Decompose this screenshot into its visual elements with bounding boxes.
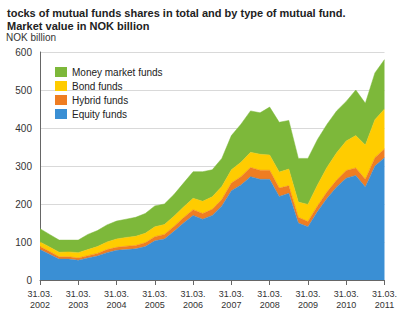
- svg-text:200: 200: [15, 199, 32, 210]
- svg-text:2010: 2010: [336, 300, 356, 310]
- svg-text:2006: 2006: [183, 300, 203, 310]
- svg-text:2008: 2008: [260, 300, 280, 310]
- svg-text:tocks of mutual funds shares i: tocks of mutual funds shares in total an…: [7, 7, 346, 19]
- svg-text:Market value in NOK billion: Market value in NOK billion: [7, 20, 150, 32]
- svg-text:100: 100: [15, 237, 32, 248]
- svg-text:Bond funds: Bond funds: [72, 81, 123, 92]
- svg-text:2011: 2011: [375, 300, 394, 310]
- svg-text:31.03.: 31.03.: [295, 289, 320, 299]
- svg-text:2004: 2004: [107, 300, 127, 310]
- svg-text:31.03.: 31.03.: [181, 289, 206, 299]
- svg-text:Money market funds: Money market funds: [72, 67, 163, 78]
- svg-text:600: 600: [15, 47, 32, 58]
- svg-text:2009: 2009: [298, 300, 318, 310]
- svg-text:31.03.: 31.03.: [334, 289, 359, 299]
- svg-text:31.03.: 31.03.: [372, 289, 397, 299]
- svg-text:2007: 2007: [221, 300, 241, 310]
- svg-text:NOK billion: NOK billion: [6, 32, 56, 43]
- svg-text:2005: 2005: [145, 300, 165, 310]
- svg-text:31.03.: 31.03.: [257, 289, 282, 299]
- svg-text:Hybrid funds: Hybrid funds: [72, 95, 128, 106]
- svg-text:300: 300: [15, 161, 32, 172]
- svg-text:31.03.: 31.03.: [27, 289, 52, 299]
- svg-text:Equity funds: Equity funds: [72, 109, 127, 120]
- svg-text:2002: 2002: [30, 300, 50, 310]
- svg-text:31.03.: 31.03.: [66, 289, 91, 299]
- svg-text:31.03.: 31.03.: [219, 289, 244, 299]
- svg-text:0: 0: [26, 275, 32, 286]
- svg-text:31.03.: 31.03.: [104, 289, 129, 299]
- svg-text:400: 400: [15, 123, 32, 134]
- svg-text:31.03.: 31.03.: [142, 289, 167, 299]
- svg-text:2003: 2003: [68, 300, 88, 310]
- svg-text:500: 500: [15, 85, 32, 96]
